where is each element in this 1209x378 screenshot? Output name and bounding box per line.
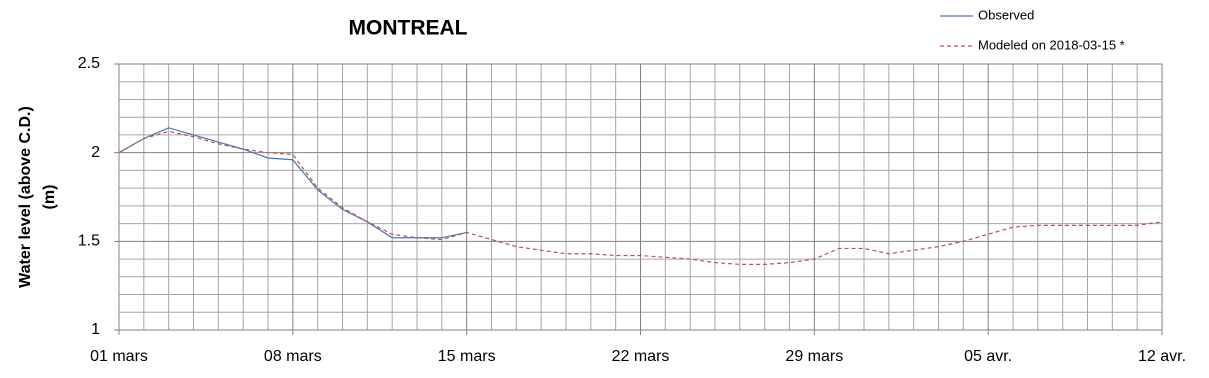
legend-label: Observed — [978, 7, 1034, 22]
x-tick-label: 29 mars — [785, 348, 843, 365]
y-axis-label-line: Water level (above C.D.) — [17, 106, 34, 288]
y-tick-label: 2.5 — [78, 55, 100, 72]
x-tick-label: 22 mars — [612, 348, 670, 365]
x-tick-label: 05 avr. — [964, 348, 1012, 365]
x-tick-label: 08 mars — [264, 348, 322, 365]
y-tick-label: 1.5 — [78, 233, 100, 250]
y-tick-label: 1 — [91, 321, 100, 338]
y-axis-label-line: (m) — [41, 185, 58, 210]
x-tick-label: 01 mars — [90, 348, 148, 365]
y-tick-label: 2 — [91, 144, 100, 161]
legend-label: Modeled on 2018-03-15 * — [978, 37, 1125, 52]
y-axis-label: Water level (above C.D.) (m) — [17, 106, 58, 288]
chart-title: MONTREAL — [349, 17, 468, 40]
x-tick-label: 12 avr. — [1138, 348, 1186, 365]
plot-border — [118, 63, 1163, 331]
series-line — [118, 130, 1163, 265]
series-line — [118, 127, 467, 239]
x-tick-label: 15 mars — [438, 348, 496, 365]
